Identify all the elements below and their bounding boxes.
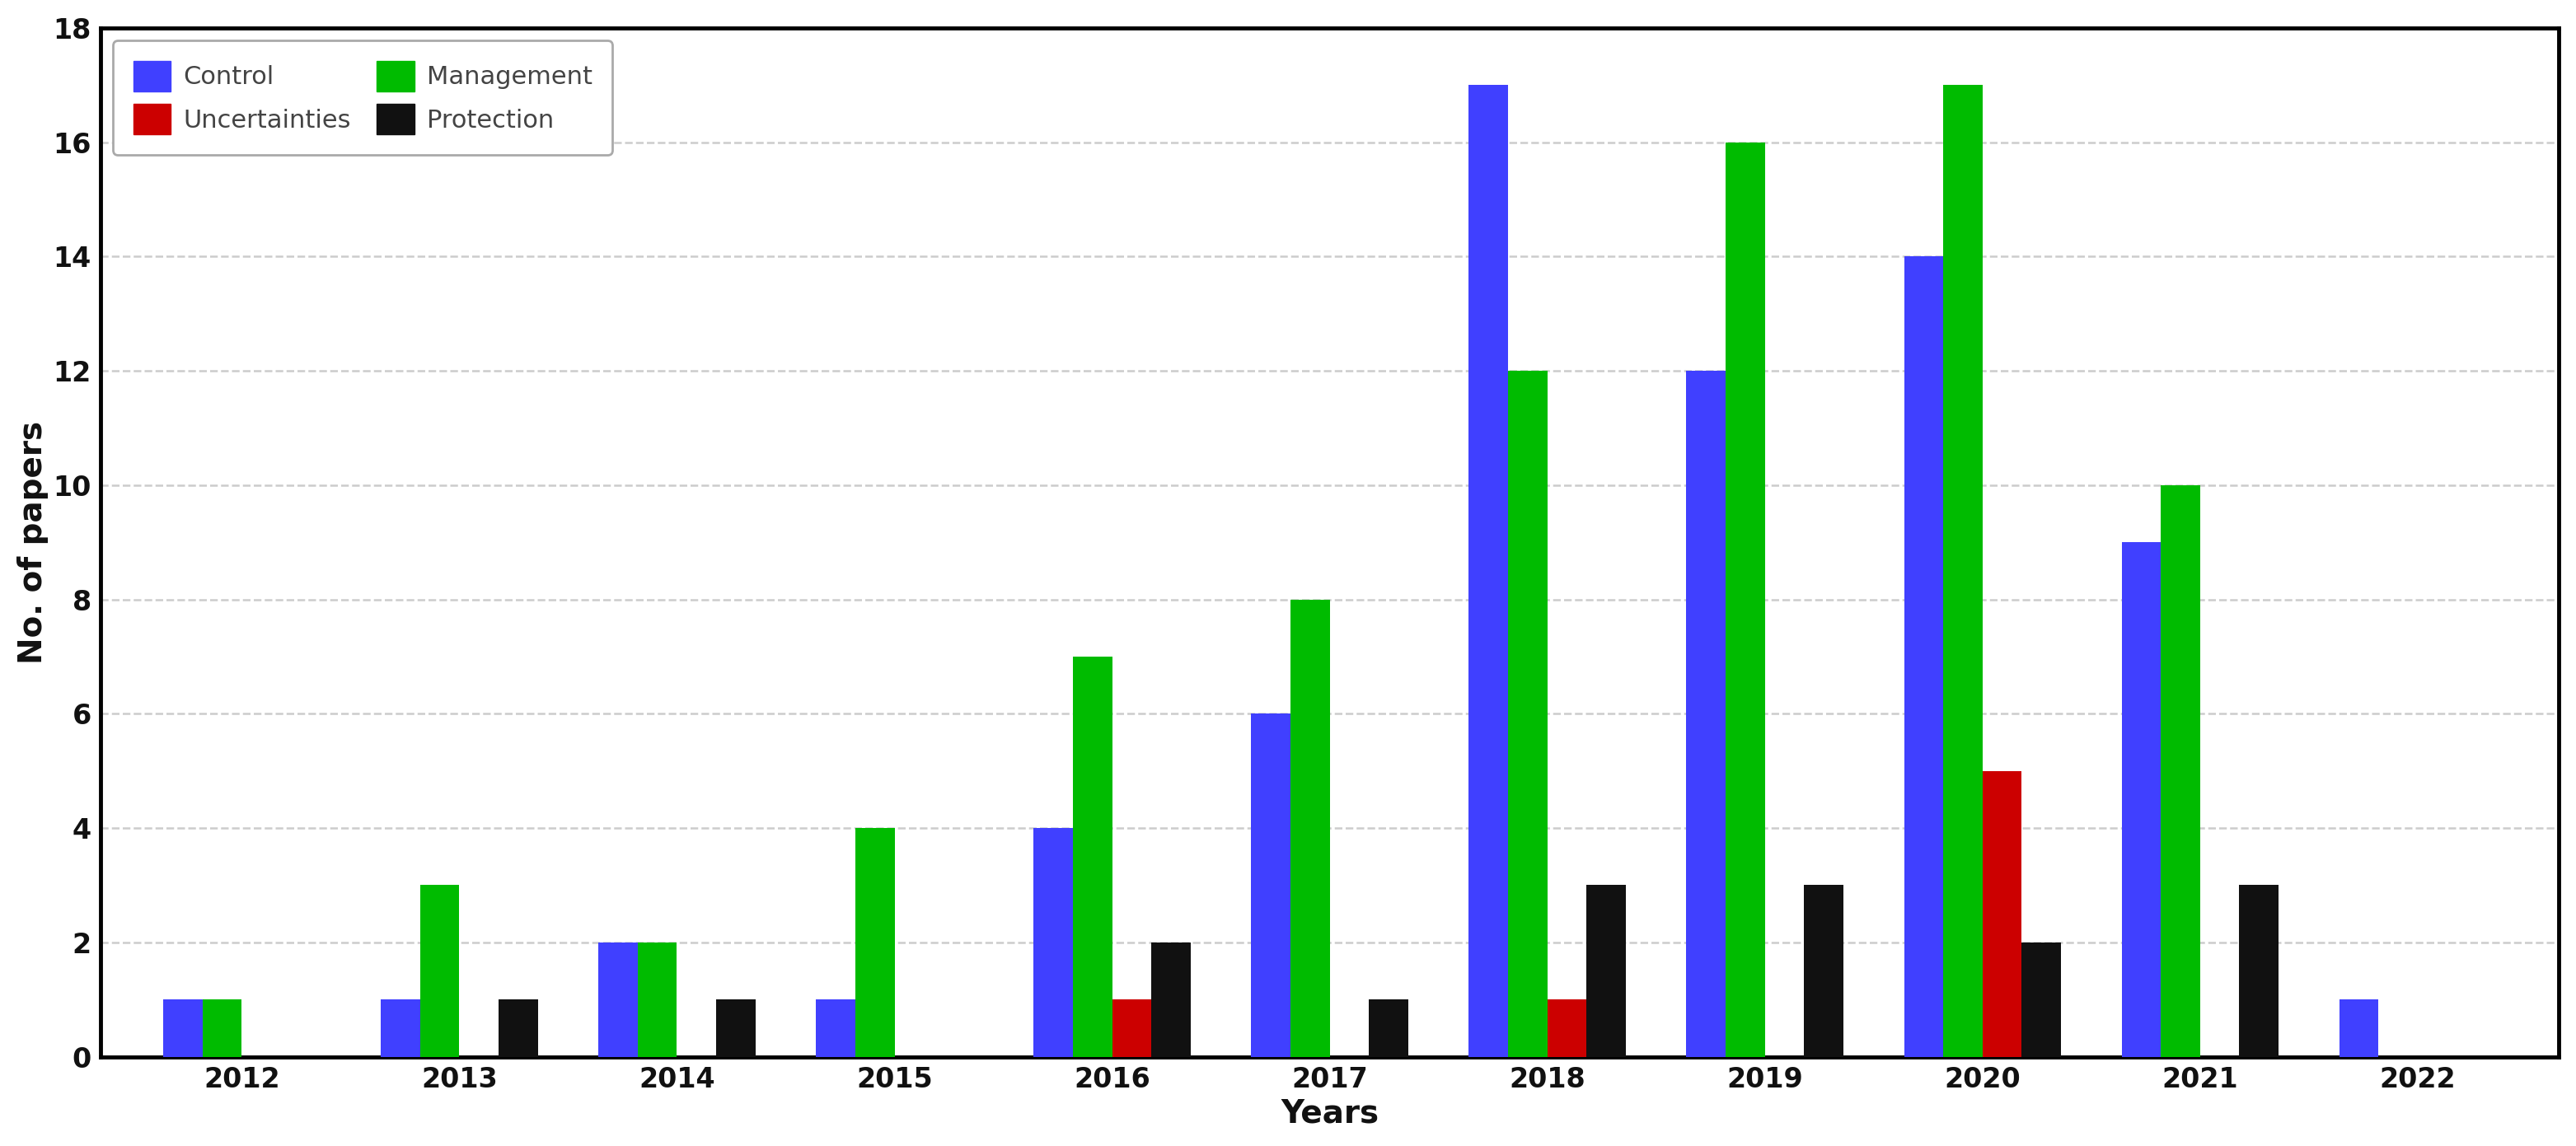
- Bar: [1904, 257, 1942, 1057]
- Bar: [2239, 885, 2277, 1057]
- Bar: [1074, 657, 1113, 1057]
- Bar: [204, 999, 242, 1057]
- Bar: [1587, 885, 1625, 1057]
- Bar: [1368, 999, 1409, 1057]
- Bar: [1942, 85, 1984, 1057]
- Bar: [500, 999, 538, 1057]
- Bar: [1726, 142, 1765, 1057]
- Bar: [1113, 999, 1151, 1057]
- Bar: [1687, 371, 1726, 1057]
- Bar: [2123, 542, 2161, 1057]
- Bar: [2161, 485, 2200, 1057]
- Y-axis label: No. of papers: No. of papers: [18, 421, 49, 664]
- Bar: [381, 999, 420, 1057]
- Bar: [1984, 771, 2022, 1057]
- Bar: [2339, 999, 2378, 1057]
- Bar: [1468, 85, 1507, 1057]
- Bar: [639, 942, 677, 1057]
- Bar: [855, 829, 894, 1057]
- Bar: [1151, 942, 1190, 1057]
- Bar: [1803, 885, 1842, 1057]
- X-axis label: Years: Years: [1280, 1098, 1378, 1129]
- Bar: [817, 999, 855, 1057]
- Bar: [1252, 714, 1291, 1057]
- Bar: [1033, 829, 1074, 1057]
- Bar: [598, 942, 639, 1057]
- Legend: Control, Uncertainties, Management, Protection: Control, Uncertainties, Management, Prot…: [113, 40, 613, 155]
- Bar: [1507, 371, 1548, 1057]
- Bar: [1548, 999, 1587, 1057]
- Bar: [716, 999, 755, 1057]
- Bar: [1291, 599, 1329, 1057]
- Bar: [2022, 942, 2061, 1057]
- Bar: [162, 999, 204, 1057]
- Bar: [420, 885, 459, 1057]
